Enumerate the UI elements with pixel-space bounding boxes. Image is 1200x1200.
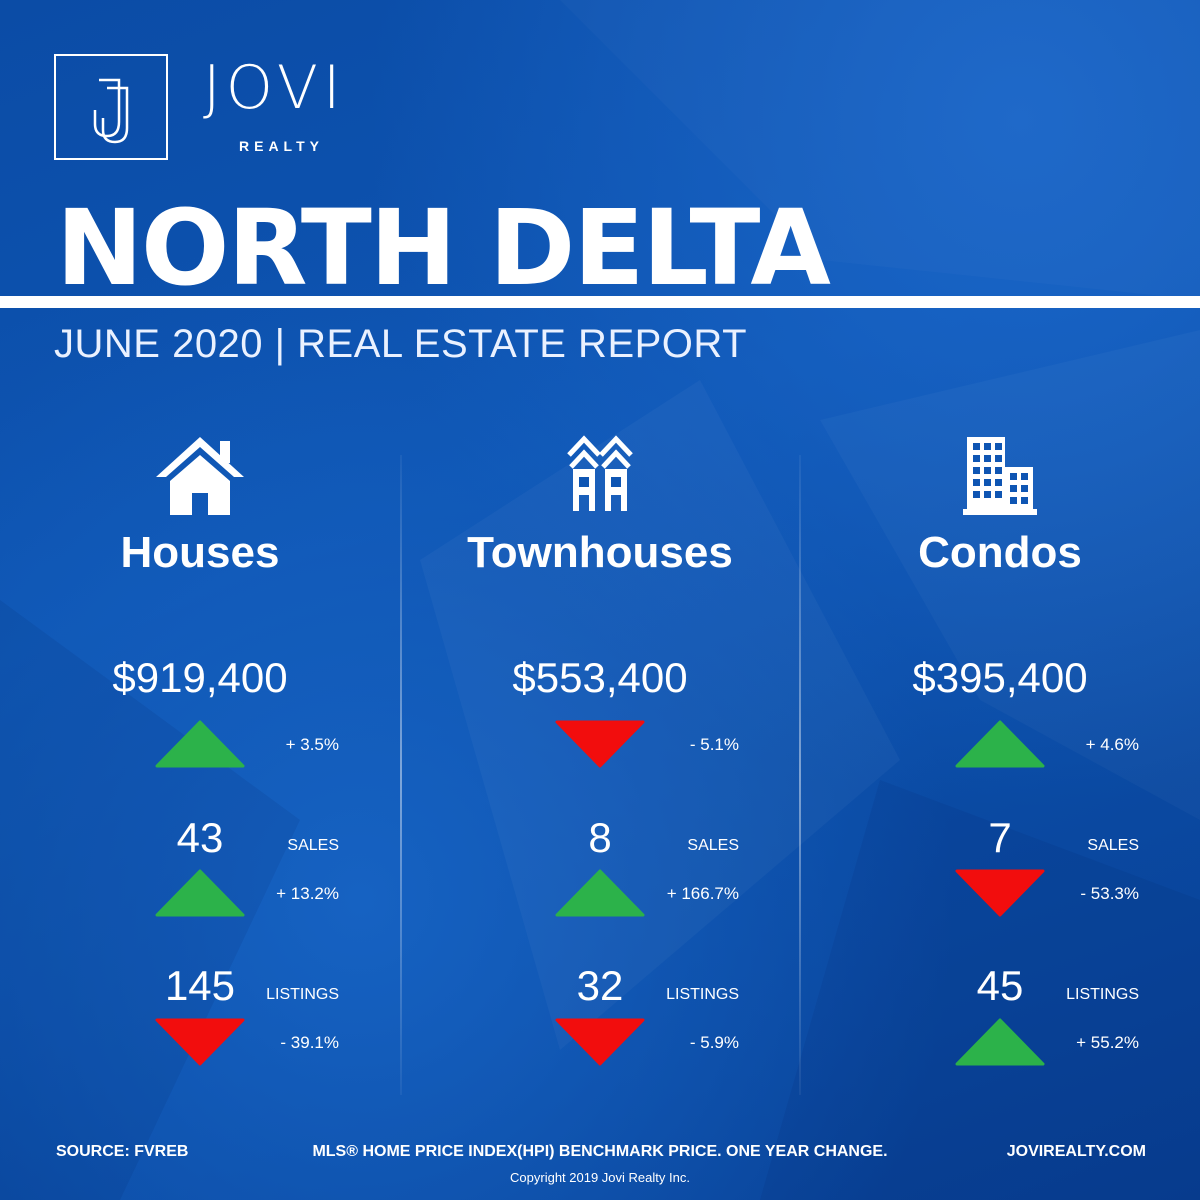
listings-change: - 5.9% xyxy=(689,1033,739,1052)
benchmark-price: $553,400 xyxy=(512,654,688,701)
title-underline xyxy=(0,296,1200,308)
sales-change: + 166.7% xyxy=(666,884,739,903)
sales-label: SALES xyxy=(287,837,339,854)
arrow-up-icon xyxy=(155,869,245,917)
arrow-up-icon xyxy=(955,1018,1045,1066)
column-condos: Condos $395,400 + 4.6% 7 SALES - 53.3% 4… xyxy=(800,0,1200,1200)
sales-change: + 13.2% xyxy=(276,884,339,903)
listings-count: 145 xyxy=(164,962,236,1009)
category-title: Townhouses xyxy=(467,528,733,577)
arrow-down-icon xyxy=(955,869,1045,917)
brand-name: JOVI xyxy=(203,53,346,123)
sales-change: - 53.3% xyxy=(1080,884,1139,903)
listings-label: LISTINGS xyxy=(1066,986,1139,1003)
website-link[interactable]: JOVIREALTY.COM xyxy=(1006,1143,1146,1160)
source-note: SOURCE: FVREB xyxy=(56,1143,189,1160)
methodology-note: MLS® HOME PRICE INDEX(HPI) BENCHMARK PRI… xyxy=(312,1143,888,1160)
listings-change: + 55.2% xyxy=(1076,1033,1139,1052)
listings-count: 32 xyxy=(576,962,624,1009)
sales-count: 43 xyxy=(176,814,224,861)
benchmark-price: $919,400 xyxy=(112,654,288,701)
benchmark-price: $395,400 xyxy=(912,654,1088,701)
j-monogram-icon xyxy=(93,78,129,144)
column-divider xyxy=(799,455,801,1095)
column-divider xyxy=(400,455,402,1095)
price-change: + 4.6% xyxy=(1085,735,1139,754)
sales-label: SALES xyxy=(687,837,739,854)
sales-count: 7 xyxy=(988,814,1012,861)
arrow-down-icon xyxy=(555,720,645,768)
listings-label: LISTINGS xyxy=(266,986,339,1003)
price-change: - 5.1% xyxy=(689,735,739,754)
townhouse-icon xyxy=(567,435,633,511)
brand-subname: REALTY xyxy=(239,138,324,154)
house-icon xyxy=(156,437,244,515)
listings-count: 45 xyxy=(976,962,1024,1009)
arrow-up-icon xyxy=(555,869,645,917)
column-houses: Houses $919,400 + 3.5% 43 SALES + 13.2% … xyxy=(0,0,400,1200)
listings-label: LISTINGS xyxy=(666,986,739,1003)
column-townhouses: Townhouses $553,400 - 5.1% 8 SALES + 166… xyxy=(400,0,800,1200)
logo-mark xyxy=(54,54,168,160)
arrow-up-icon xyxy=(155,720,245,768)
listings-change: - 39.1% xyxy=(280,1033,339,1052)
arrow-up-icon xyxy=(955,720,1045,768)
condo-building-icon xyxy=(963,437,1037,515)
page-title: NORTH DELTA xyxy=(56,187,831,309)
copyright-text: Copyright 2019 Jovi Realty Inc. xyxy=(510,1170,690,1185)
price-change: + 3.5% xyxy=(285,735,339,754)
category-title: Condos xyxy=(918,528,1082,577)
category-title: Houses xyxy=(120,528,280,577)
sales-count: 8 xyxy=(588,814,612,861)
report-subtitle: JUNE 2020 | REAL ESTATE REPORT xyxy=(54,322,748,366)
arrow-down-icon xyxy=(555,1018,645,1066)
sales-label: SALES xyxy=(1087,837,1139,854)
arrow-down-icon xyxy=(155,1018,245,1066)
